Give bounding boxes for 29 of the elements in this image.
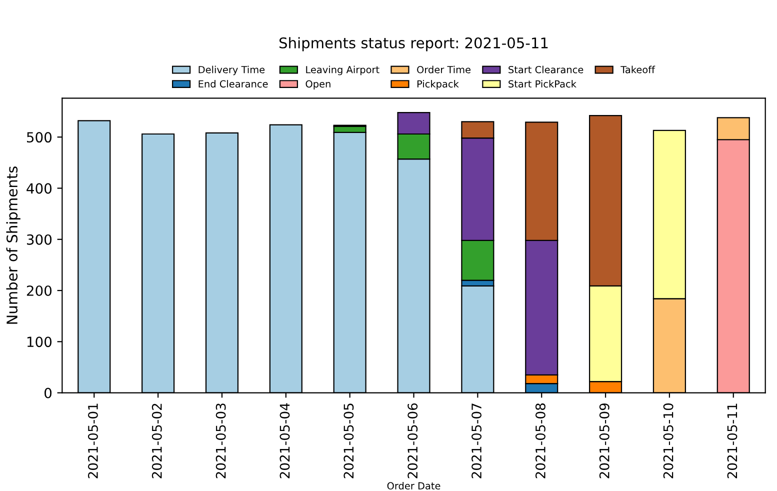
legend-label: End Clearance	[198, 80, 268, 88]
x-tick-label: 2021-05-03	[216, 404, 226, 478]
y-tick-label: 100	[27, 336, 52, 348]
legend-label: Leaving Airport	[306, 66, 380, 76]
x-tick-label: 2021-05-04	[280, 403, 290, 478]
y-tick-label: 400	[26, 183, 52, 194]
y-axis-title: Number of Shipments	[6, 166, 20, 324]
x-tick-label: 2021-05-02	[152, 404, 162, 478]
x-tick-label: 2021-05-08	[535, 403, 546, 478]
legend-label: Open	[306, 80, 330, 90]
x-tick-label: 2021-05-09	[599, 403, 610, 478]
x-tick-label: 2021-05-11	[727, 404, 738, 478]
x-tick-label: 2021-05-07	[472, 404, 482, 478]
legend-label: Order Time	[417, 66, 470, 74]
x-tick-label: 2021-05-06	[408, 403, 418, 478]
legend-label: Delivery Time	[198, 66, 265, 76]
legend-label: Takeoff	[620, 66, 656, 74]
y-tick-label: 500	[27, 132, 52, 143]
x-tick-label: 2021-05-01	[88, 404, 98, 478]
y-tick-label: 0	[44, 388, 52, 398]
x-tick-label: 2021-05-05	[344, 404, 354, 478]
y-tick-label: 300	[26, 234, 52, 245]
x-tick-label: 2021-05-10	[663, 403, 674, 478]
legend-label: Start PickPack	[508, 80, 576, 88]
x-axis-title: Order Date	[387, 482, 440, 490]
legend-label: Start Clearance	[508, 66, 584, 74]
legend-label: Pickpack	[417, 80, 459, 90]
y-tick-label: 200	[26, 285, 52, 296]
chart-title: Shipments status report: 2021-05-11	[279, 37, 548, 52]
